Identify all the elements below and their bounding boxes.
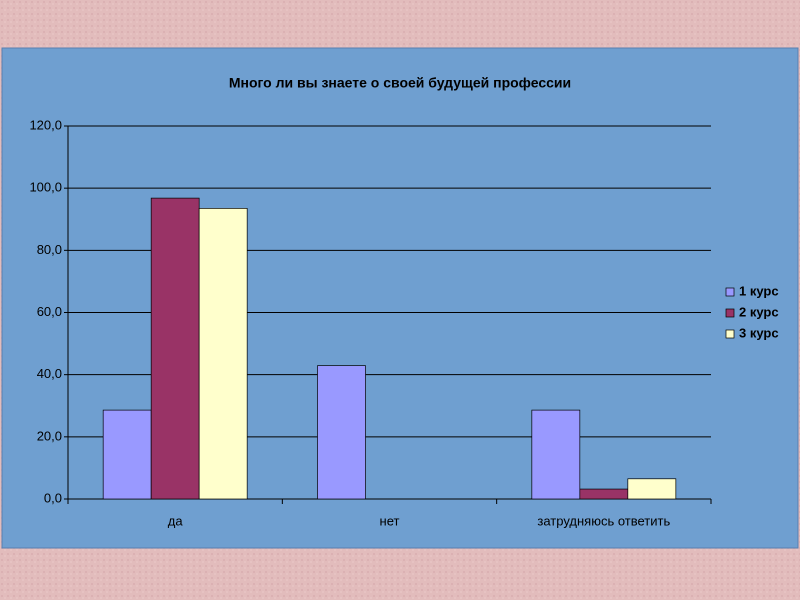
y-tick-label: 0,0: [44, 490, 62, 505]
chart-title: Много ли вы знаете о своей будущей профе…: [229, 75, 571, 91]
bar: [150, 197, 200, 500]
legend-label: 3 курс: [739, 325, 779, 340]
bar: [198, 208, 248, 500]
bar: [102, 409, 152, 500]
x-tick-label: затрудняюсь ответить: [537, 513, 670, 528]
bar: [627, 478, 677, 500]
legend-label: 2 курс: [739, 304, 779, 319]
y-tick-label: 120,0: [29, 117, 62, 132]
y-tick-label: 40,0: [37, 366, 62, 381]
legend-swatch: [725, 308, 735, 318]
y-tick-label: 20,0: [37, 428, 62, 443]
bar: [531, 409, 581, 500]
bar: [317, 365, 366, 500]
x-tick-label: да: [168, 513, 184, 528]
y-tick-label: 100,0: [29, 180, 62, 195]
x-tick-label: нет: [380, 513, 400, 528]
legend-label: 1 курс: [739, 283, 779, 298]
y-tick-label: 80,0: [37, 242, 62, 257]
legend-swatch: [725, 329, 735, 339]
bar: [579, 488, 629, 500]
y-tick-label: 60,0: [37, 304, 62, 319]
legend-swatch: [725, 287, 735, 297]
